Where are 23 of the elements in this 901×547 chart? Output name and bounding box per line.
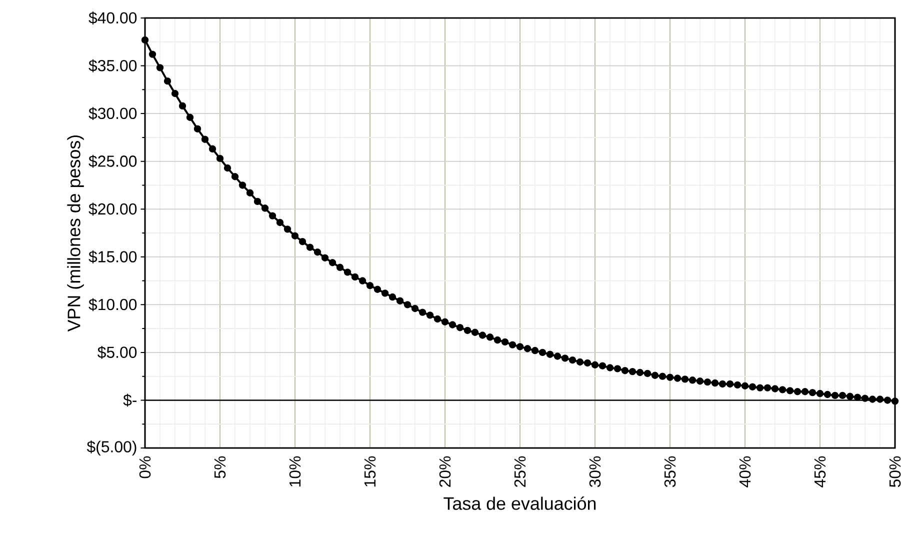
y-tick-label: $35.00	[88, 59, 137, 72]
y-tick-label: $-	[123, 394, 137, 407]
y-tick-label: $40.00	[88, 12, 137, 24]
y-tick-label: $(5.00)	[86, 440, 136, 456]
x-tick-label: 15%	[364, 456, 376, 486]
y-tick-label: $30.00	[88, 107, 137, 120]
x-tick-label: 50%	[889, 456, 901, 488]
y-tick-label: $20.00	[88, 202, 137, 216]
x-tick-label: 25%	[514, 456, 526, 487]
x-tick-label: 20%	[439, 456, 451, 487]
y-tick-label: $5.00	[98, 346, 137, 359]
x-tick-label: 5%	[214, 456, 226, 478]
x-axis-title: Tasa de evaluación	[444, 496, 596, 510]
y-tick-label: $15.00	[88, 250, 137, 264]
y-axis-title: VPN (millones de pesos)	[67, 135, 84, 332]
x-tick-label: 45%	[814, 456, 826, 488]
x-tick-label: 35%	[664, 456, 676, 488]
x-tick-label: 10%	[289, 456, 301, 486]
x-tick-label: 40%	[739, 456, 751, 488]
y-tick-label: $25.00	[88, 154, 137, 168]
x-tick-label: 30%	[589, 456, 601, 488]
y-tick-label: $10.00	[88, 298, 137, 312]
x-tick-label: 0%	[139, 456, 151, 478]
